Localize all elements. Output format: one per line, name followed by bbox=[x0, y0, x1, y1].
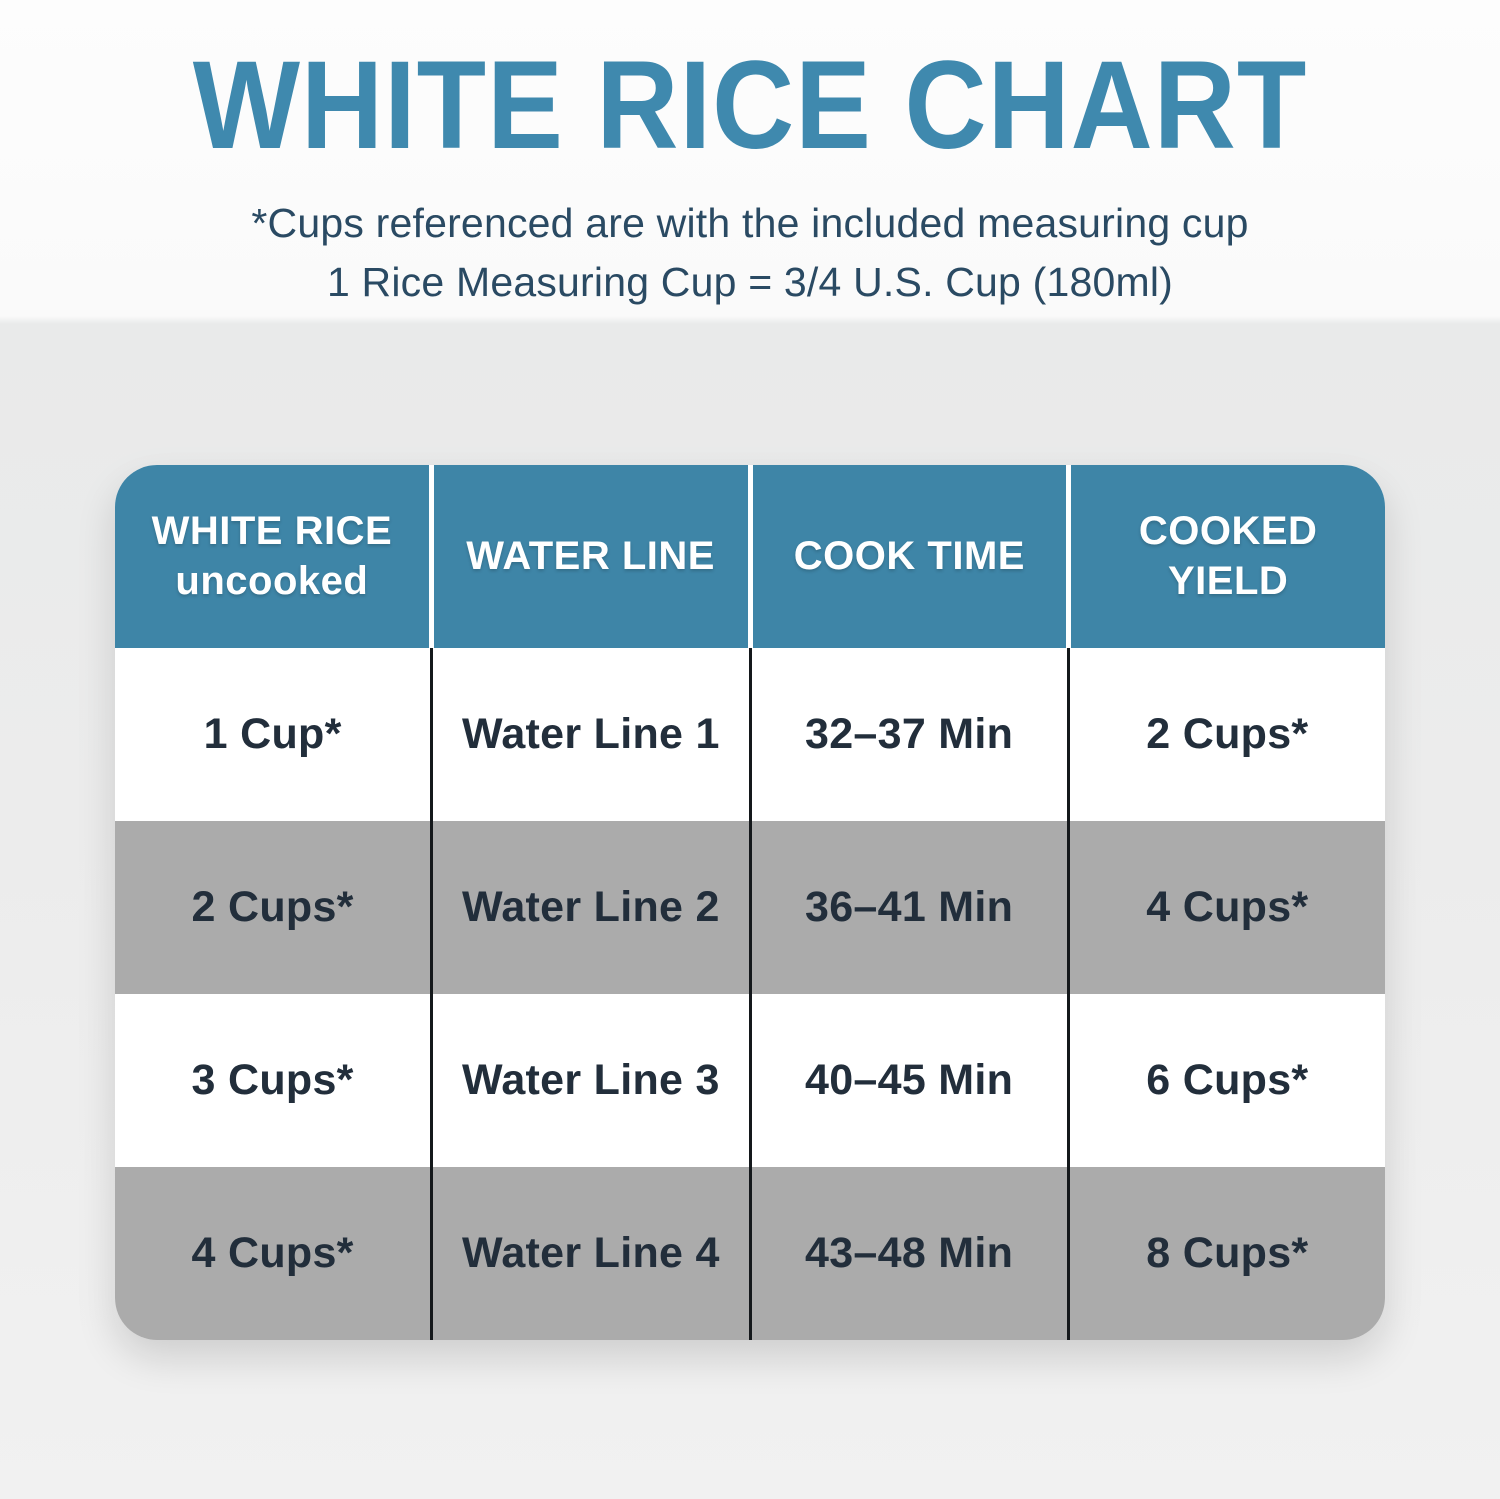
cell-uncooked-amount: 3 Cups* bbox=[191, 1055, 354, 1104]
cell-water-line: Water Line 2 bbox=[430, 820, 748, 994]
rice-chart-table: WHITE RICE uncooked WATER LINE COOK TIME… bbox=[115, 464, 1385, 1340]
subtitle-line-1: *Cups referenced are with the included m… bbox=[251, 200, 1249, 246]
cell-cooked-yield: 6 Cups* bbox=[1066, 993, 1385, 1167]
cell-cook-time: 36–41 Min bbox=[748, 820, 1067, 994]
subtitle: *Cups referenced are with the included m… bbox=[0, 194, 1500, 313]
cell-water-line: Water Line 3 bbox=[430, 993, 748, 1167]
table-row: 2 Cups* Water Line 2 36–41 Min 4 Cups* bbox=[115, 820, 1385, 994]
table-row: 1 Cup* Water Line 1 32–37 Min 2 Cups* bbox=[115, 647, 1385, 821]
header-cell-water-line: WATER LINE bbox=[428, 464, 748, 648]
page-title: WHITE RICE CHART bbox=[192, 34, 1308, 175]
cell-cook-time: 40–45 Min bbox=[748, 993, 1067, 1167]
cell-uncooked-amount: 1 Cup* bbox=[203, 709, 342, 758]
cell-cook-time: 43–48 Min bbox=[748, 1166, 1067, 1340]
cell-uncooked-amount: 4 Cups* bbox=[191, 1228, 354, 1277]
cell-cooked-yield: 2 Cups* bbox=[1066, 647, 1385, 821]
table-row: 4 Cups* Water Line 4 43–48 Min 8 Cups* bbox=[115, 1166, 1385, 1340]
header-cell-cook-time: COOK TIME bbox=[747, 464, 1067, 648]
header-cell-cooked-yield: COOKED YIELD bbox=[1066, 464, 1385, 648]
subtitle-line-2: 1 Rice Measuring Cup = 3/4 U.S. Cup (180… bbox=[326, 259, 1174, 306]
cell-cooked-yield: 8 Cups* bbox=[1066, 1166, 1385, 1340]
cell-water-line: Water Line 1 bbox=[430, 647, 748, 821]
cell-cooked-yield: 4 Cups* bbox=[1066, 820, 1385, 994]
table-header-row: WHITE RICE uncooked WATER LINE COOK TIME… bbox=[115, 464, 1385, 648]
header-cell-white-rice-uncooked: WHITE RICE uncooked bbox=[151, 509, 393, 604]
cell-uncooked-amount: 2 Cups* bbox=[191, 882, 354, 931]
cell-cook-time: 32–37 Min bbox=[748, 647, 1067, 821]
table-row: 3 Cups* Water Line 3 40–45 Min 6 Cups* bbox=[115, 993, 1385, 1167]
cell-water-line: Water Line 4 bbox=[430, 1166, 748, 1340]
